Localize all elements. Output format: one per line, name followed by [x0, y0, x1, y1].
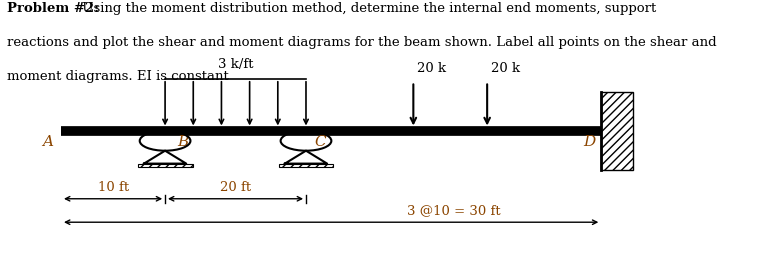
Bar [278, 163, 333, 167]
Text: 3 @10 = 30 ft: 3 @10 = 30 ft [407, 204, 500, 217]
Text: 20 ft: 20 ft [220, 181, 251, 194]
Text: 20 k: 20 k [490, 62, 519, 75]
Text: A: A [42, 135, 53, 149]
Text: Using the moment distribution method, determine the internal end moments, suppor: Using the moment distribution method, de… [78, 2, 656, 15]
Bar [138, 163, 192, 167]
Text: 10 ft: 10 ft [98, 181, 129, 194]
Text: 20 k: 20 k [417, 62, 446, 75]
Bar [601, 92, 633, 170]
Text: Problem #2:: Problem #2: [7, 2, 99, 15]
Text: C: C [314, 135, 326, 149]
Text: D: D [583, 135, 596, 149]
Text: moment diagrams. EI is constant: moment diagrams. EI is constant [7, 70, 229, 83]
Text: reactions and plot the shear and moment diagrams for the beam shown. Label all p: reactions and plot the shear and moment … [7, 36, 717, 49]
Text: B: B [178, 135, 188, 149]
Text: 3 k/ft: 3 k/ft [217, 58, 253, 71]
